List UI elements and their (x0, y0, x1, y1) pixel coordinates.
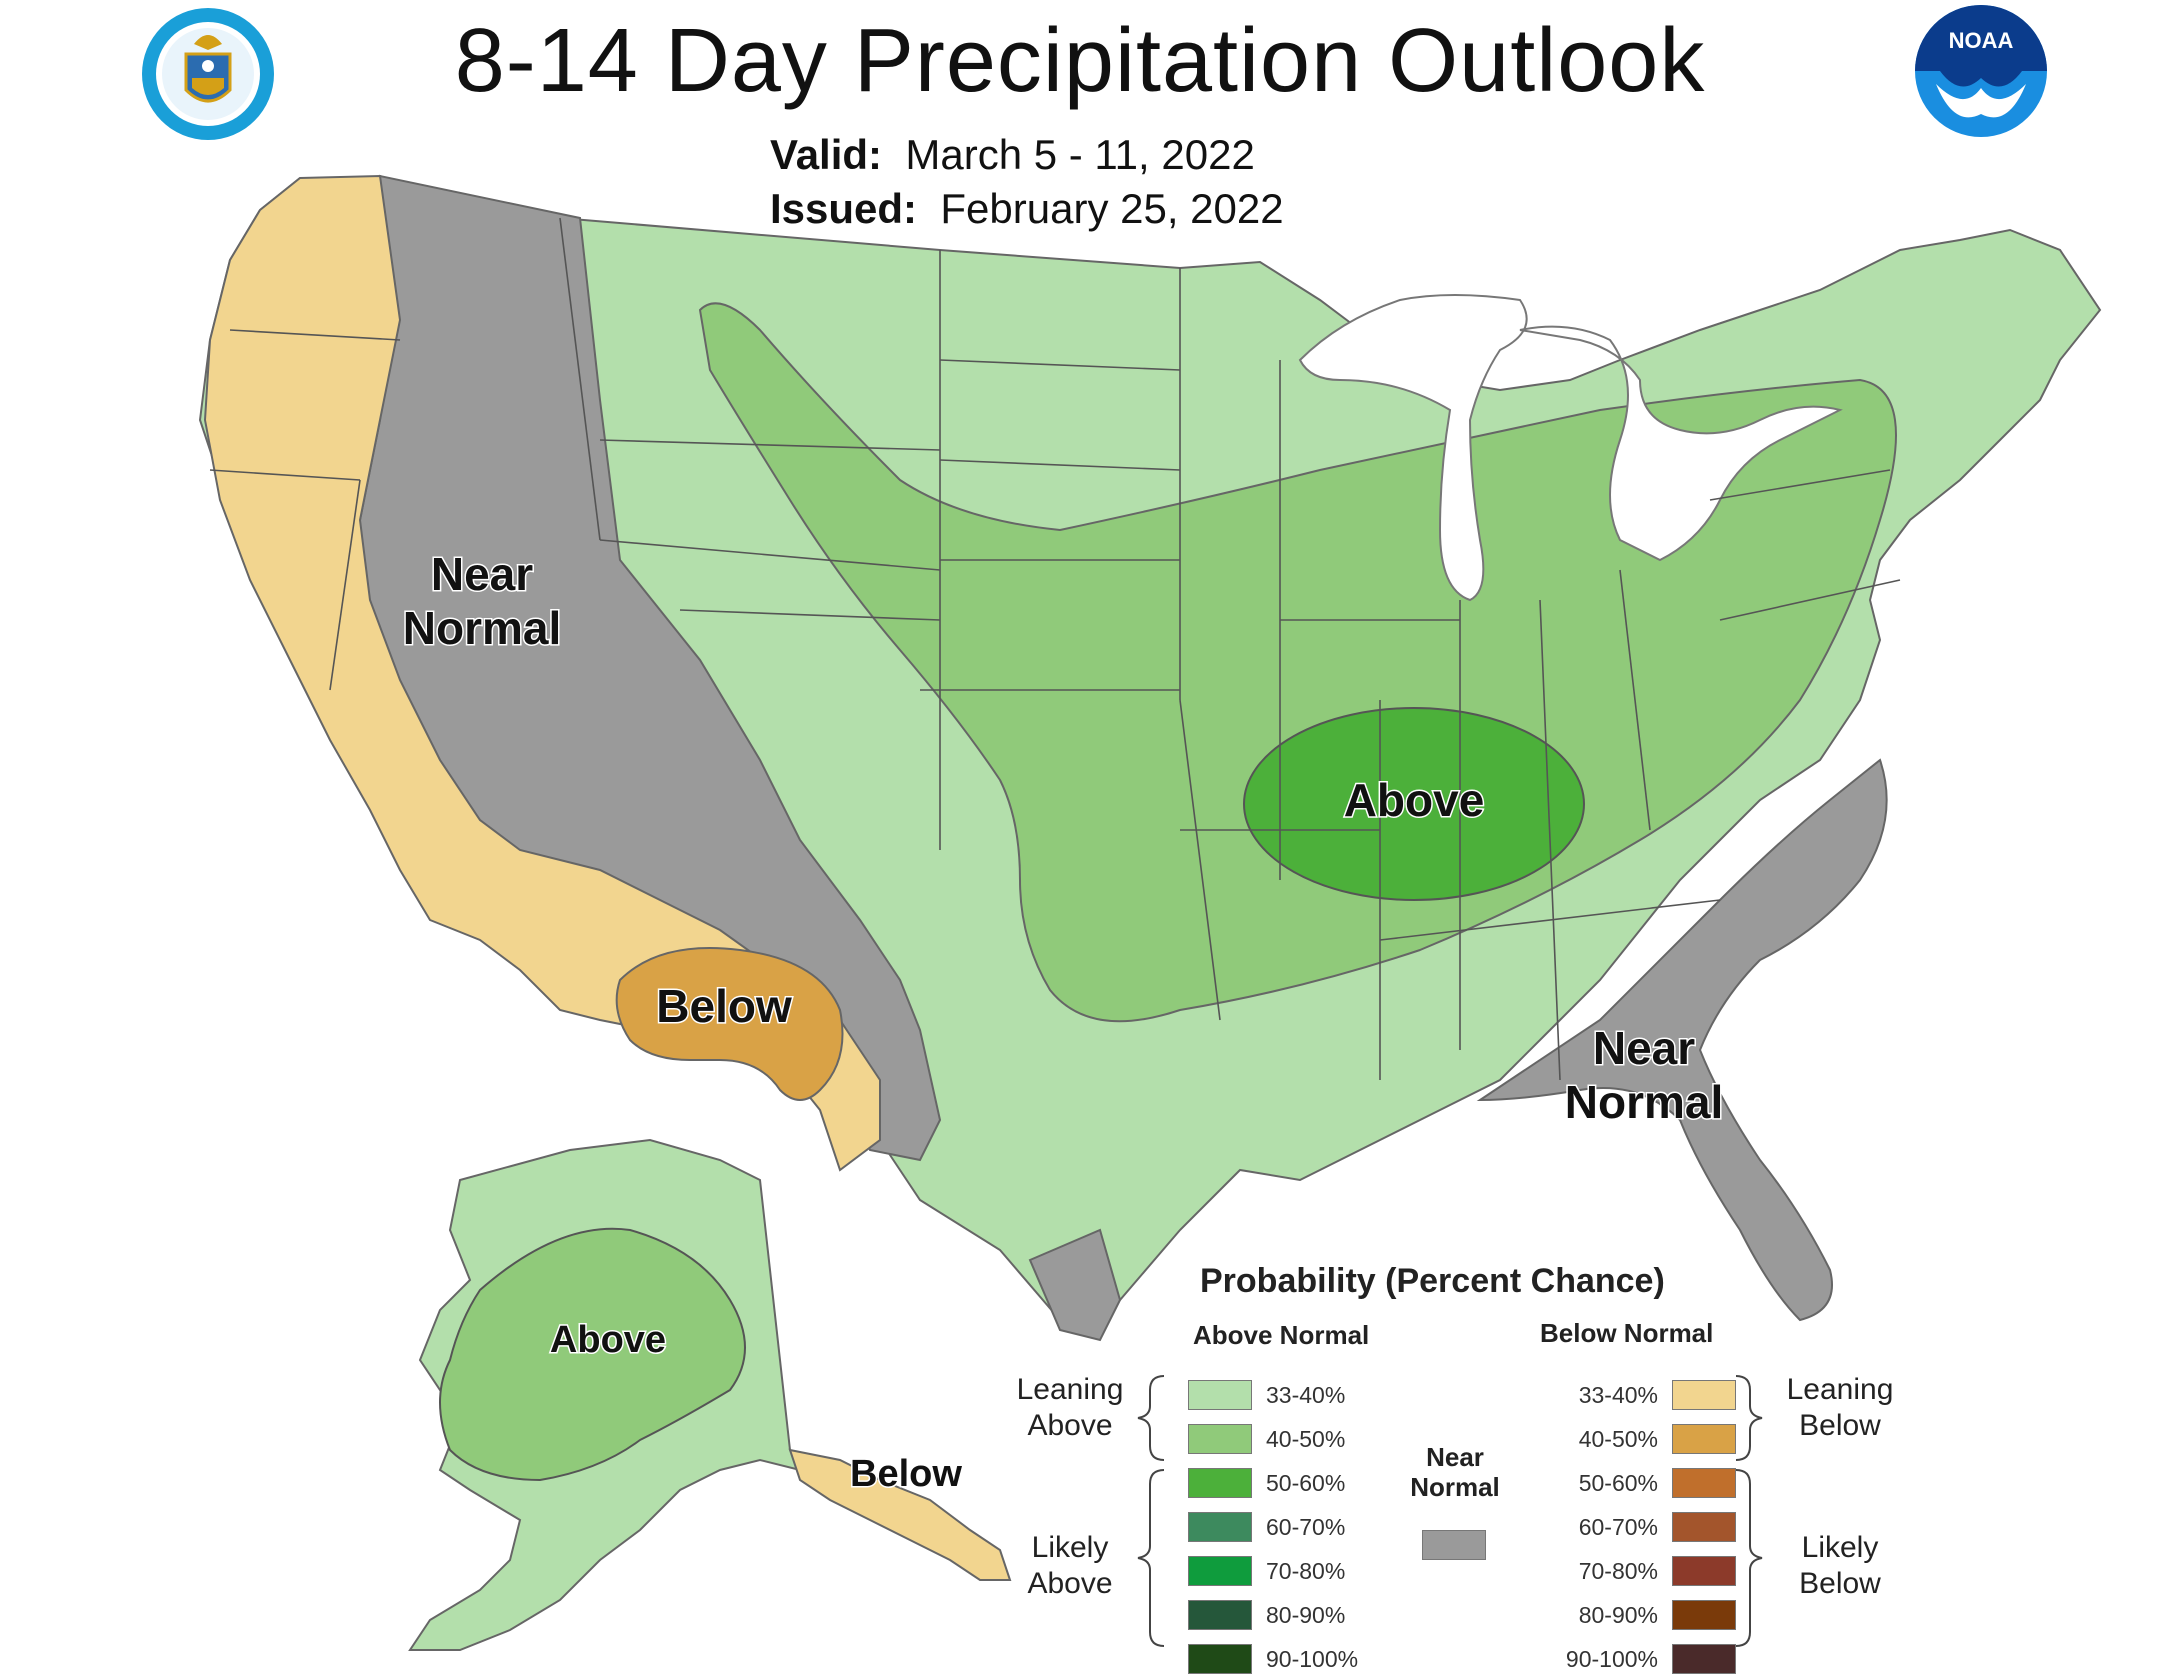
legend-below-swatch (1672, 1512, 1736, 1542)
page-title: 8-14 Day Precipitation Outlook (454, 11, 1706, 111)
region-above-40-50-central (698, 302, 1897, 1023)
region-near-normal-southeast (1476, 758, 1888, 1322)
legend-below-range-label: 33-40% (1578, 1381, 1658, 1408)
legend-near-normal-label: Near Normal (1400, 1442, 1510, 1502)
legend-below-swatch (1672, 1556, 1736, 1586)
legend-below-braces (1735, 1375, 1763, 1647)
legend-leaning-below-line1: Leaning (1786, 1373, 1894, 1406)
legend-above-row: 60-70% (1188, 1512, 1376, 1542)
legend-near-normal-line2: Normal (1410, 1472, 1500, 1502)
label-near-normal-se-line2: Normal (1565, 1076, 1723, 1128)
label-near-normal-west-line1: Near (431, 548, 533, 600)
valid-value: March 5 - 11, 2022 (905, 131, 1255, 178)
valid-label: Valid: (770, 131, 883, 178)
legend-below-range-label: 50-60% (1578, 1469, 1658, 1496)
legend-leaning-below-line2: Below (1799, 1409, 1881, 1442)
legend-above-row: 80-90% (1188, 1600, 1376, 1630)
legend-below-row: 33-40% (1548, 1380, 1736, 1410)
valid-issued-block: Valid: March 5 - 11, 2022 Issued: Februa… (770, 128, 1284, 236)
legend-below-row: 70-80% (1548, 1556, 1736, 1586)
issued-line: Issued: February 25, 2022 (770, 182, 1284, 236)
legend-above-row: 50-60% (1188, 1468, 1376, 1498)
legend-below-swatch (1672, 1380, 1736, 1410)
legend-above-range-label: 90-100% (1266, 1645, 1359, 1672)
legend-above-braces (1137, 1375, 1165, 1647)
legend-below-swatch (1672, 1600, 1736, 1630)
legend-below-row: 90-100% (1548, 1644, 1736, 1674)
legend-below-row: 40-50% (1548, 1424, 1736, 1454)
legend-likely-below-line2: Below (1799, 1567, 1881, 1600)
legend-above-range-label: 60-70% (1266, 1513, 1346, 1540)
legend-likely-above-line1: Likely (1031, 1531, 1109, 1564)
legend-likely-above-line2: Above (1027, 1567, 1113, 1600)
legend-above-row: 90-100% (1188, 1644, 1376, 1674)
legend-above-range-label: 33-40% (1266, 1381, 1346, 1408)
legend-below-range-label: 40-50% (1578, 1425, 1658, 1452)
legend-above-range-label: 70-80% (1266, 1557, 1346, 1584)
legend-below-range-label: 90-100% (1565, 1645, 1658, 1672)
region-above-50-60-ellipse (1243, 707, 1585, 901)
legend-likely-below: Likely Below (1770, 1530, 1910, 1602)
legend-below-range-label: 70-80% (1578, 1557, 1658, 1584)
region-alaska-panhandle-below (788, 1448, 1012, 1581)
legend-above-swatch (1188, 1600, 1252, 1630)
legend-leaning-above: Leaning Above (1010, 1372, 1130, 1444)
legend-leaning-above-line1: Leaning (1016, 1373, 1124, 1406)
label-below-southwest: Below (656, 980, 792, 1032)
legend-below-row: 50-60% (1548, 1468, 1736, 1498)
legend-leaning-below: Leaning Below (1770, 1372, 1910, 1444)
legend-leaning-above-line2: Above (1027, 1409, 1113, 1442)
legend-below-range-label: 80-90% (1578, 1601, 1658, 1628)
legend-above-row: 33-40% (1188, 1380, 1376, 1410)
legend-near-normal-swatch (1422, 1530, 1486, 1560)
legend-title: Probability (Percent Chance) (1200, 1262, 1665, 1300)
legend-above-row: 40-50% (1188, 1424, 1376, 1454)
legend-above-swatch (1188, 1512, 1252, 1542)
label-above-alaska: Above (550, 1319, 666, 1361)
noaa-logo-icon: NOAA (1915, 5, 2047, 137)
region-near-normal-texas-coast (1028, 1228, 1122, 1342)
valid-line: Valid: March 5 - 11, 2022 (770, 128, 1284, 182)
noaa-logo-text: NOAA (1949, 28, 2014, 53)
legend-above-swatch (1188, 1644, 1252, 1674)
legend-above-swatch (1188, 1556, 1252, 1586)
state-borders (209, 217, 1901, 1081)
region-below-southwest (615, 947, 844, 1101)
legend-above-range-label: 40-50% (1266, 1425, 1346, 1452)
legend-above-header: Above Normal (1193, 1320, 1370, 1350)
legend-below-row: 60-70% (1548, 1512, 1736, 1542)
label-near-normal-se-line1: Near (1593, 1022, 1695, 1074)
legend-below-swatch (1672, 1644, 1736, 1674)
great-lakes (1298, 294, 1843, 602)
legend-below-swatch (1672, 1424, 1736, 1454)
legend-above-range-label: 80-90% (1266, 1601, 1346, 1628)
legend-likely-below-line1: Likely (1801, 1531, 1879, 1564)
legend-below-header: Below Normal (1540, 1318, 1714, 1348)
label-above-central: Above (1344, 774, 1485, 826)
legend-below-range-label: 60-70% (1578, 1513, 1658, 1540)
region-alaska-above-40-50 (439, 1227, 746, 1482)
legend-near-normal-line1: Near (1426, 1442, 1484, 1472)
legend-above-swatch (1188, 1424, 1252, 1454)
legend-likely-above: Likely Above (1010, 1530, 1130, 1602)
map-labels: Near Normal Below Above Near Normal Abov… (401, 547, 1724, 1497)
legend-above-row: 70-80% (1188, 1556, 1376, 1586)
issued-value: February 25, 2022 (940, 185, 1284, 232)
issued-label: Issued: (770, 185, 918, 232)
legend-below-swatch (1672, 1468, 1736, 1498)
label-below-alaska: Below (850, 1453, 962, 1495)
label-near-normal-west-line2: Normal (403, 602, 561, 654)
legend-above-range-label: 50-60% (1266, 1469, 1346, 1496)
legend-above-swatch (1188, 1380, 1252, 1410)
department-of-commerce-seal-icon (142, 8, 274, 140)
legend-below-row: 80-90% (1548, 1600, 1736, 1630)
legend-above-swatch (1188, 1468, 1252, 1498)
